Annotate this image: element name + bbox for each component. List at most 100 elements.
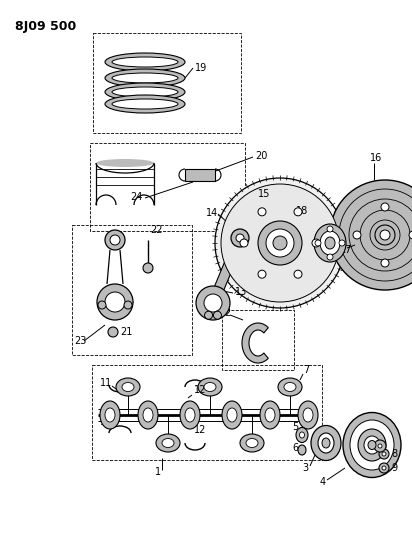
Circle shape (382, 452, 386, 456)
Text: 1: 1 (155, 467, 161, 477)
Ellipse shape (122, 383, 134, 392)
Ellipse shape (240, 434, 264, 452)
Ellipse shape (105, 53, 185, 71)
Ellipse shape (298, 445, 306, 455)
Circle shape (215, 178, 345, 308)
Circle shape (378, 444, 382, 448)
Circle shape (327, 226, 333, 232)
Circle shape (266, 229, 294, 257)
Text: 9: 9 (391, 463, 397, 473)
Circle shape (143, 263, 153, 273)
Text: 2: 2 (224, 308, 230, 318)
Ellipse shape (105, 83, 185, 101)
Text: 18: 18 (296, 206, 308, 216)
Ellipse shape (320, 231, 340, 255)
Ellipse shape (322, 438, 330, 448)
Circle shape (312, 239, 320, 247)
Ellipse shape (222, 401, 242, 429)
Circle shape (204, 294, 222, 312)
Circle shape (108, 327, 118, 337)
Text: 3: 3 (302, 463, 308, 473)
Text: 4: 4 (320, 477, 326, 487)
Circle shape (221, 184, 339, 302)
Bar (185, 169, 215, 181)
Text: 7: 7 (303, 365, 309, 375)
Ellipse shape (314, 224, 346, 262)
Circle shape (97, 284, 133, 320)
Ellipse shape (112, 99, 178, 109)
Text: 11: 11 (100, 378, 112, 388)
Text: 24: 24 (130, 192, 143, 202)
Ellipse shape (300, 432, 304, 438)
Ellipse shape (368, 440, 376, 449)
Text: 23: 23 (74, 336, 87, 346)
Text: 13: 13 (235, 287, 247, 297)
Text: 21: 21 (120, 327, 132, 337)
Circle shape (380, 230, 390, 240)
Circle shape (98, 301, 106, 309)
Circle shape (236, 234, 244, 242)
Bar (72, 225, 192, 355)
Bar (222, 310, 294, 370)
Ellipse shape (358, 429, 386, 461)
Bar (92, 365, 322, 460)
Circle shape (273, 236, 287, 250)
Text: 6: 6 (292, 443, 298, 453)
Circle shape (258, 270, 266, 278)
Text: 5: 5 (292, 422, 298, 432)
Ellipse shape (303, 408, 313, 422)
Ellipse shape (298, 401, 318, 429)
Ellipse shape (180, 401, 200, 429)
Polygon shape (242, 323, 268, 363)
Circle shape (105, 292, 125, 312)
Ellipse shape (284, 383, 296, 392)
Ellipse shape (198, 378, 222, 396)
Circle shape (353, 231, 361, 239)
Text: 8J09 500: 8J09 500 (15, 20, 76, 33)
Ellipse shape (325, 237, 335, 249)
Ellipse shape (96, 159, 154, 167)
Text: 22: 22 (150, 225, 162, 235)
Ellipse shape (343, 413, 401, 478)
Circle shape (315, 240, 321, 246)
Ellipse shape (260, 401, 280, 429)
Ellipse shape (105, 69, 185, 87)
Ellipse shape (162, 439, 174, 448)
Circle shape (196, 286, 230, 320)
Text: 17: 17 (340, 245, 352, 255)
Text: 16: 16 (370, 153, 382, 163)
Ellipse shape (296, 427, 308, 442)
Ellipse shape (112, 73, 178, 83)
Text: 12: 12 (194, 385, 206, 395)
Circle shape (381, 259, 389, 267)
Circle shape (231, 229, 249, 247)
Polygon shape (208, 236, 245, 305)
Ellipse shape (265, 408, 275, 422)
Ellipse shape (318, 433, 334, 453)
Circle shape (339, 240, 345, 246)
Text: 10: 10 (374, 433, 386, 443)
Ellipse shape (105, 95, 185, 113)
Ellipse shape (278, 378, 302, 396)
Text: 15: 15 (258, 189, 270, 199)
Circle shape (409, 231, 412, 239)
Ellipse shape (112, 87, 178, 97)
Circle shape (124, 301, 132, 309)
Text: 20: 20 (255, 151, 267, 161)
Ellipse shape (138, 401, 158, 429)
Circle shape (258, 221, 302, 265)
Circle shape (294, 208, 302, 216)
Circle shape (213, 311, 221, 319)
Ellipse shape (185, 408, 195, 422)
Ellipse shape (204, 383, 216, 392)
Ellipse shape (227, 408, 237, 422)
Circle shape (110, 235, 120, 245)
Circle shape (382, 466, 386, 470)
Circle shape (294, 270, 302, 278)
Ellipse shape (116, 378, 140, 396)
Ellipse shape (350, 420, 394, 470)
Circle shape (379, 449, 389, 459)
Ellipse shape (112, 57, 178, 67)
Circle shape (330, 180, 412, 290)
Circle shape (379, 463, 389, 473)
